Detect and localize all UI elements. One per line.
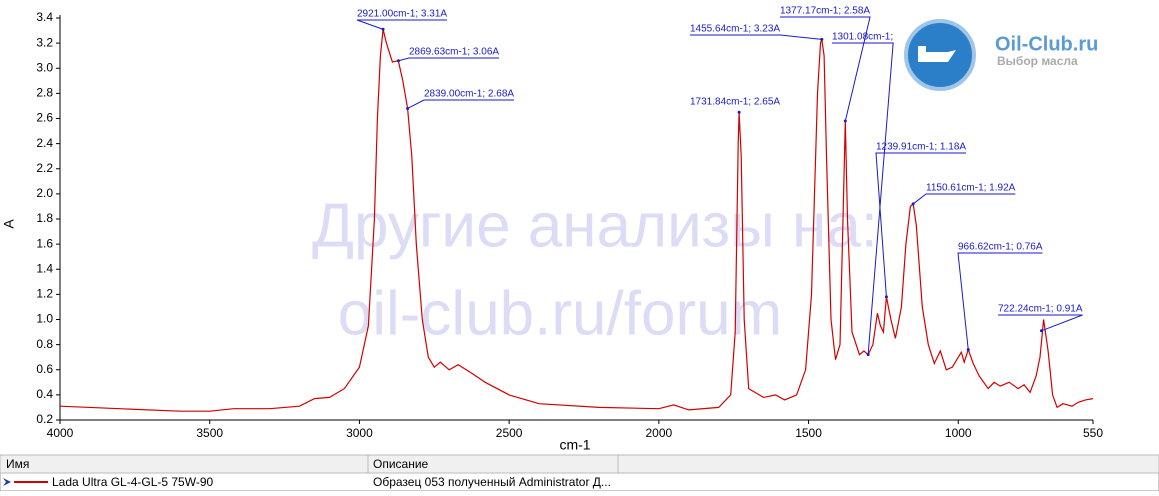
annotation-point <box>966 348 970 352</box>
y-tick-label: 3.2 <box>36 35 53 49</box>
y-tick-label: 1.8 <box>36 211 53 225</box>
y-tick-label: 2.6 <box>36 111 53 125</box>
watermark: Другие анализы на: <box>312 191 878 260</box>
annotation-leader <box>912 193 1016 205</box>
annotation-label: 1455.64cm-1; 3.23A <box>690 24 780 35</box>
annotation-point <box>820 37 824 41</box>
annotation-leader <box>356 19 448 30</box>
annotation-label: 2839.00cm-1; 2.68A <box>424 89 514 100</box>
annotation-leader <box>407 99 515 109</box>
row-pointer <box>3 478 11 486</box>
y-tick-label: 2.0 <box>36 186 53 200</box>
annotation-label: 1150.61cm-1; 1.92A <box>926 183 1016 194</box>
y-tick-label: 0.8 <box>36 337 53 351</box>
x-tick-label: 3000 <box>346 426 373 440</box>
y-tick-label: 0.2 <box>36 412 53 426</box>
y-tick-label: 1.0 <box>36 312 53 326</box>
y-tick-label: 3.4 <box>36 10 53 24</box>
x-tick-label: 4000 <box>47 426 74 440</box>
annotation-label: 966.62cm-1; 0.76A <box>958 242 1043 253</box>
y-tick-label: 1.2 <box>36 287 53 301</box>
x-tick-label: 550 <box>1083 426 1103 440</box>
x-tick-label: 3500 <box>196 426 223 440</box>
annotation-label: 1377.17cm-1; 2.58A <box>780 6 870 17</box>
annotation-point <box>406 106 410 110</box>
annotation-point <box>911 202 915 206</box>
y-tick-label: 1.4 <box>36 261 53 275</box>
logo-icon <box>918 46 956 62</box>
annotation-label: 1731.84cm-1; 2.65A <box>690 97 780 108</box>
annotation-point <box>843 119 847 123</box>
annotation-label: 722.24cm-1; 0.91A <box>998 304 1083 315</box>
y-axis-label: A <box>1 219 17 229</box>
annotation-label: 2869.63cm-1; 3.06A <box>409 47 499 58</box>
x-tick-label: 1500 <box>795 426 822 440</box>
y-tick-label: 0.4 <box>36 387 53 401</box>
annotation-leader <box>690 34 822 40</box>
annotation-leader <box>875 152 967 297</box>
annotation-label: 2921.00cm-1; 3.31A <box>357 9 447 20</box>
y-tick-label: 1.6 <box>36 236 53 250</box>
x-tick-label: 2500 <box>496 426 523 440</box>
logo-title: Oil-Club.ru <box>995 33 1098 55</box>
y-tick-label: 3.0 <box>36 60 53 74</box>
annotation-label: 1239.91cm-1; 1.18A <box>876 142 966 153</box>
annotation-leader <box>832 42 894 355</box>
annotation-label: 1301.08cm-1; <box>832 32 893 43</box>
x-tick-label: 1000 <box>945 426 972 440</box>
y-tick-label: 2.8 <box>36 86 53 100</box>
annotation-point <box>737 110 741 114</box>
annotation-point <box>381 27 385 31</box>
logo-subtitle: Выбор масла <box>997 54 1078 68</box>
annotation-point <box>1039 329 1043 333</box>
annotation-point <box>884 295 888 299</box>
annotation-leader <box>398 57 500 62</box>
y-tick-label: 2.4 <box>36 136 53 150</box>
x-tick-label: 2000 <box>645 426 672 440</box>
annotation-leader <box>957 252 1043 350</box>
x-axis-label: cm-1 <box>559 437 590 453</box>
watermark: oil-club.ru/forum <box>338 279 782 348</box>
table-header <box>0 454 1159 474</box>
row-name[interactable]: Lada Ultra GL-4-GL-5 75W-90 <box>52 475 214 489</box>
column-header[interactable]: Имя <box>6 457 29 471</box>
y-tick-label: 0.6 <box>36 362 53 376</box>
annotation-point <box>866 353 870 357</box>
column-header[interactable]: Описание <box>373 457 429 471</box>
logo: Oil-Club.ru Выбор масла <box>904 19 1098 91</box>
y-tick-label: 2.2 <box>36 161 53 175</box>
row-description[interactable]: Образец 053 полученный Administrator Д..… <box>373 475 611 489</box>
annotation-point <box>396 59 400 63</box>
annotation-leader <box>780 16 871 122</box>
annotation-leader <box>998 314 1083 332</box>
